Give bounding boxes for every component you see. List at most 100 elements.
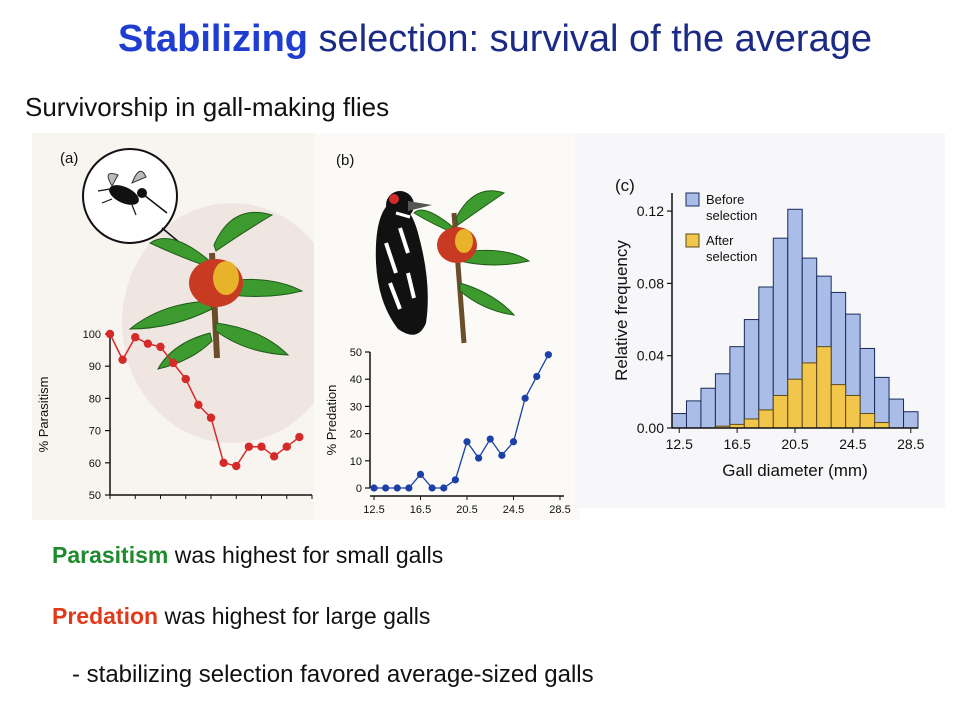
bar-before-selection	[758, 286, 774, 429]
data-point-predation	[475, 454, 483, 462]
bar-before-selection	[888, 398, 905, 429]
y-tick-label-b: 30	[350, 401, 362, 413]
x-tick-label-c: 28.5	[897, 436, 924, 452]
legend-label-before: Before	[706, 192, 744, 207]
title-emphasis: Stabilizing	[118, 18, 308, 60]
x-tick-label-b: 16.5	[410, 504, 431, 516]
slide-title: Stabilizing selection: survival of the a…	[0, 18, 960, 61]
data-point-parasitism	[194, 400, 203, 410]
series-line-predation	[374, 354, 549, 489]
data-point-predation	[533, 372, 541, 381]
data-point-predation	[486, 435, 494, 443]
y-tick-label-b: 10	[350, 456, 362, 468]
bar-before-selection	[743, 319, 760, 429]
title-rest: selection: survival of the average	[308, 18, 872, 60]
data-point-parasitism	[232, 461, 241, 471]
data-point-predation	[370, 484, 378, 492]
caption-conclusion: - stabilizing selection favored average-…	[72, 661, 594, 689]
data-point-predation	[440, 484, 448, 492]
background-shading	[122, 203, 324, 443]
figure-panel-c: (c) 0.00 0.04 0.08 0.12 12.5 16.5 20.5 24.5 28.5…	[575, 133, 945, 508]
data-point-parasitism	[282, 442, 291, 451]
data-point-parasitism	[181, 374, 190, 384]
data-point-predation	[463, 438, 471, 446]
data-point-predation	[428, 484, 436, 492]
y-tick-label-c: 0.12	[637, 203, 664, 219]
panel-label-b: (b)	[336, 152, 354, 169]
bar-before-selection	[874, 376, 890, 429]
bar-before-selection	[685, 400, 702, 429]
y-axis-label-b: % Predation	[324, 385, 339, 456]
data-point-predation	[405, 484, 413, 492]
legend-swatch-before	[685, 192, 700, 207]
data-point-predation	[393, 484, 401, 492]
y-tick-label-a: 60	[89, 458, 101, 470]
bar-after-selection	[859, 413, 876, 429]
y-tick-label-a: 50	[89, 490, 101, 502]
caption-predation-emphasis: Predation	[52, 603, 159, 629]
y-tick-label-a: 80	[89, 393, 101, 405]
caption-predation-text: was highest for large galls	[158, 603, 431, 629]
x-tick-label-c: 24.5	[839, 436, 866, 452]
bar-after-selection	[787, 378, 803, 429]
bar-after-selection	[801, 362, 818, 429]
legend-label-after: selection	[706, 249, 757, 264]
bar-after-selection	[743, 418, 760, 429]
data-point-parasitism	[206, 413, 216, 422]
data-point-parasitism	[105, 329, 115, 339]
x-tick-label-c: 16.5	[723, 436, 750, 452]
bar-after-selection	[758, 409, 774, 429]
x-tick-label-b: 20.5	[456, 504, 477, 516]
data-point-parasitism	[244, 442, 254, 451]
data-point-parasitism	[168, 358, 178, 368]
x-axis-label-c: Gall diameter (mm)	[722, 461, 867, 480]
caption-parasitism-text: was highest for small galls	[168, 542, 444, 568]
series-line-parasitism	[109, 333, 300, 467]
legend-swatch-after	[685, 233, 700, 248]
data-point-parasitism	[131, 333, 140, 342]
bar-after-selection	[830, 384, 847, 429]
chart-parasitism: (a) 50 60 70 80 90 100 % Parasitism	[36, 148, 324, 502]
x-tick-label-b: 24.5	[503, 504, 524, 516]
bar-before-selection	[671, 413, 687, 429]
caption-parasitism: Parasitism was highest for small galls	[52, 542, 443, 569]
data-point-predation	[544, 351, 552, 359]
data-point-parasitism	[257, 442, 266, 451]
figure-panel-a: (a) 50 60 70 80 90 100 % Parasitism	[32, 133, 324, 520]
figure-panel-b: (b) 0 10 20 30 40 50 12.5 16.5 20.5 24.5 28.5 % Pre…	[314, 133, 580, 520]
caption-predation: Predation was highest for large galls	[52, 603, 430, 630]
data-point-predation	[451, 476, 459, 484]
x-tick-label-c: 20.5	[781, 436, 808, 452]
y-tick-label-b: 40	[350, 374, 362, 386]
bar-before-selection	[729, 346, 745, 429]
gall-plant-icon	[128, 211, 304, 370]
data-point-predation	[521, 394, 529, 402]
y-axis-label-c: Relative frequency	[612, 240, 631, 381]
data-point-parasitism	[156, 342, 165, 352]
gall-branch-icon	[413, 190, 531, 344]
chart-predation: (b) 0 10 20 30 40 50 12.5 16.5 20.5 24.5 28.5 % Pre…	[324, 152, 571, 516]
bar-after-selection	[845, 394, 861, 429]
y-tick-label-a: 90	[89, 361, 101, 373]
data-point-predation	[509, 438, 518, 446]
y-tick-label-b: 20	[350, 429, 362, 441]
data-point-parasitism	[219, 458, 228, 467]
y-tick-label-c: 0.04	[637, 348, 664, 364]
bar-before-selection	[714, 373, 731, 429]
x-tick-label-b: 12.5	[363, 504, 384, 516]
data-point-parasitism	[269, 452, 279, 461]
y-tick-label-a: 100	[83, 329, 101, 341]
y-tick-label-a: 70	[89, 426, 101, 438]
bar-before-selection	[700, 387, 716, 429]
bar-before-selection	[903, 411, 919, 429]
y-tick-label-b: 50	[350, 347, 362, 359]
data-point-predation	[416, 470, 425, 478]
bar-after-selection	[874, 422, 890, 429]
wasp-inset-icon	[82, 148, 178, 244]
bar-after-selection	[772, 394, 789, 429]
data-point-predation	[382, 484, 390, 492]
slide-subtitle: Survivorship in gall-making flies	[25, 92, 390, 122]
legend-label-after: After	[706, 233, 734, 248]
panel-label-c: (c)	[615, 176, 635, 195]
woodpecker-icon	[375, 191, 432, 335]
